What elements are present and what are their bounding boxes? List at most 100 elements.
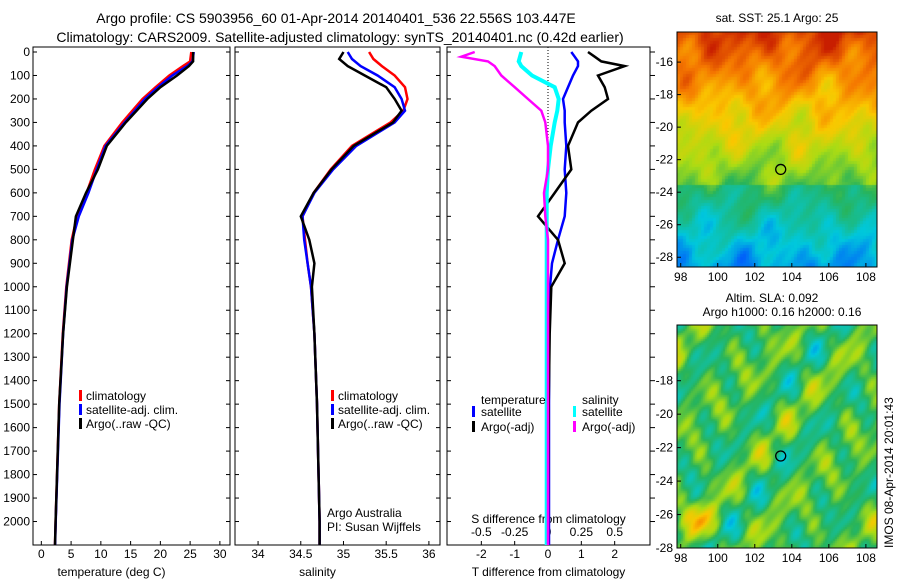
legend-label: satellite (582, 405, 623, 419)
lat-tick-label: -28 (656, 541, 674, 555)
lat-tick-label: -24 (656, 474, 674, 488)
x-axis-label: temperature (deg C) (57, 565, 165, 579)
map-frame (676, 31, 878, 268)
lon-tick-label: 104 (782, 270, 802, 284)
x-tick-label: 30 (213, 547, 227, 561)
y-tick-label: 1700 (3, 444, 30, 458)
y-tick-label: 400 (10, 139, 30, 153)
footer-timestamp: IMOS 08-Apr-2014 20:01:43 (882, 397, 896, 548)
y-tick-label: 1000 (3, 280, 30, 294)
map-subtitle-argo-height: Argo h1000: 0.16 h2000: 0.16 (703, 305, 862, 319)
map-frame (676, 324, 878, 549)
y-tick-label: 2000 (3, 515, 30, 529)
legend-swatch (79, 404, 82, 415)
series-line-t-argo-adj- (536, 50, 630, 545)
x-tick-label: 0 (545, 547, 552, 561)
y-tick-label: 600 (10, 186, 30, 200)
legend-swatch (573, 421, 576, 432)
sst-map (677, 32, 877, 267)
s-tick-label: 0.5 (606, 525, 623, 539)
s-tick-label: -0.5 (471, 525, 492, 539)
y-tick-label: 200 (10, 92, 30, 106)
lat-tick-label: -22 (656, 153, 674, 167)
lat-tick-label: -20 (656, 120, 674, 134)
lon-tick-label: 98 (674, 551, 688, 565)
x-tick-label: 0 (38, 547, 45, 561)
legend-swatch (472, 406, 475, 417)
x-tick-label: 35.5 (375, 547, 399, 561)
lon-tick-label: 108 (856, 270, 876, 284)
legend-label: Argo(-adj) (582, 420, 635, 434)
legend-header-salinity: salinity (582, 393, 619, 407)
map-title-sst: sat. SST: 25.1 Argo: 25 (716, 11, 839, 25)
x-tick-label: -1 (509, 547, 520, 561)
annotation-text: Argo Australia (327, 506, 402, 520)
series-line-argo-raw-qc- (299, 51, 404, 545)
x-tick-label: 20 (154, 547, 168, 561)
series-line-argo-raw-qc- (53, 52, 195, 546)
y-tick-label: 1600 (3, 421, 30, 435)
y-tick-label: 1900 (3, 491, 30, 505)
lat-tick-label: -18 (656, 88, 674, 102)
s-tick-label: 0.25 (570, 525, 594, 539)
x-tick-label: -2 (476, 547, 487, 561)
legend-label: climatology (338, 389, 398, 403)
lon-tick-label: 102 (745, 270, 765, 284)
sla-map (677, 325, 877, 548)
lon-tick-label: 104 (782, 551, 802, 565)
x-tick-label: 15 (124, 547, 138, 561)
legend-swatch (331, 404, 334, 415)
x-tick-label: 1 (578, 547, 585, 561)
legend-swatch (472, 421, 475, 432)
argo-location-marker (775, 450, 787, 462)
map-title-sla: Altim. SLA: 0.092 (726, 291, 819, 305)
x-tick-label: 25 (183, 547, 197, 561)
argo-location-marker (775, 163, 787, 176)
legend-label: Argo(..raw -QC) (86, 417, 171, 431)
y-tick-label: 500 (10, 162, 30, 176)
legend-swatch (331, 418, 334, 429)
y-tick-label: 1800 (3, 468, 30, 482)
lon-tick-label: 106 (819, 551, 839, 565)
legend-swatch (79, 418, 82, 429)
lon-tick-label: 108 (856, 551, 876, 565)
x-tick-label: 2 (611, 547, 618, 561)
y-tick-label: 1100 (4, 303, 30, 317)
lat-tick-label: -16 (656, 55, 674, 69)
y-tick-label: 100 (10, 68, 30, 82)
lon-tick-label: 100 (708, 270, 728, 284)
lat-tick-label: -28 (656, 250, 674, 264)
x-tick-label: 5 (68, 547, 75, 561)
y-tick-label: 1500 (3, 397, 30, 411)
lat-tick-label: -26 (656, 218, 674, 232)
series-line-s-satellite (516, 51, 561, 545)
x-axis-label: T difference from climatology (472, 565, 626, 579)
y-tick-label: 700 (10, 209, 30, 223)
lat-tick-label: -26 (656, 508, 674, 522)
s-tick-label: -0.25 (501, 525, 529, 539)
x-tick-label: 36 (422, 547, 436, 561)
legend-label: climatology (86, 389, 146, 403)
legend-header-temperature: temperature (481, 393, 546, 407)
y-tick-label: 1400 (3, 374, 30, 388)
legend-swatch (79, 390, 82, 401)
x-tick-label: 34 (251, 547, 265, 561)
legend-label: satellite (481, 405, 522, 419)
x-tick-label: 35 (337, 547, 351, 561)
legend-swatch (331, 390, 334, 401)
x-tick-label: 34.5 (289, 547, 313, 561)
title-line2: Climatology: CARS2009. Satellite-adjuste… (56, 29, 623, 45)
legend-label: Argo(..raw -QC) (338, 417, 423, 431)
plot-frame-2 (234, 46, 441, 546)
y-tick-label: 800 (10, 233, 30, 247)
y-tick-label: 0 (23, 45, 30, 59)
series-line-s-argo-adj- (456, 50, 550, 545)
lon-tick-label: 106 (819, 270, 839, 284)
lat-tick-label: -22 (656, 441, 674, 455)
lat-tick-label: -20 (656, 407, 674, 421)
x-tick-label: 10 (94, 547, 108, 561)
lon-tick-label: 102 (745, 551, 765, 565)
y-tick-label: 300 (10, 115, 30, 129)
plot-frame-1 (32, 46, 231, 546)
